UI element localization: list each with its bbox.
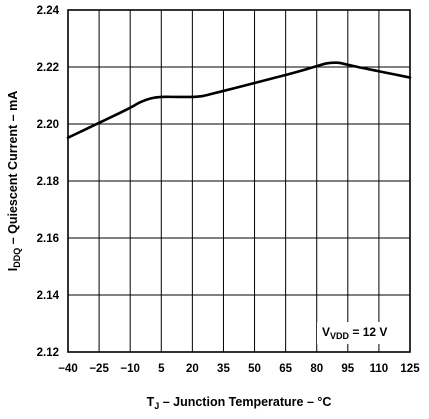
y-axis-label-suffix: – Quiescent Current – mA xyxy=(6,91,20,248)
horizontal-gridlines xyxy=(68,66,410,296)
plot-frame xyxy=(67,9,411,353)
vdd-annotation-prefix: V xyxy=(322,325,330,339)
x-axis-label-prefix: T xyxy=(147,395,155,409)
vdd-annotation-suffix: = 12 V xyxy=(349,325,387,339)
y-tick-label: 2.24 xyxy=(37,5,60,17)
x-tick-label: 20 xyxy=(186,363,199,375)
x-tick-label: 80 xyxy=(310,363,323,375)
series-layer xyxy=(66,61,412,139)
series-line xyxy=(66,61,412,139)
x-tick-label: 125 xyxy=(400,363,420,375)
x-tick-label: −10 xyxy=(120,363,140,375)
y-tick-label: 2.22 xyxy=(37,62,59,74)
y-tick-label: 2.14 xyxy=(37,290,60,302)
y-tick-label: 2.16 xyxy=(37,233,59,245)
y-axis-label-subscript: DDQ xyxy=(12,248,22,268)
x-axis-label-subscript: J xyxy=(154,401,159,411)
x-tick-label: 65 xyxy=(279,363,292,375)
vdd-annotation: VVDD = 12 V xyxy=(322,325,387,341)
x-tick-label: 50 xyxy=(248,363,261,375)
vdd-annotation-subscript: VDD xyxy=(330,331,350,341)
x-tick-label: 95 xyxy=(341,363,354,375)
vdd-annotation-box: VVDD = 12 V xyxy=(317,322,393,344)
y-axis-label-prefix: I xyxy=(6,268,20,271)
x-tick-labels: −40 −25 −10 5 20 35 50 65 80 95 110 125 xyxy=(58,363,420,375)
y-tick-label: 2.12 xyxy=(37,347,59,359)
y-axis-label: IDDQ – Quiescent Current – mA xyxy=(6,91,22,271)
y-tick-label: 2.20 xyxy=(37,119,59,131)
y-tick-label: 2.18 xyxy=(37,176,60,188)
y-tick-labels: 2.12 2.14 2.16 2.18 2.20 2.22 2.24 xyxy=(37,5,60,359)
x-axis-label: TJ – Junction Temperature – °C xyxy=(147,395,332,411)
x-tick-label: 5 xyxy=(158,363,165,375)
x-tick-label: 110 xyxy=(370,363,389,375)
x-tick-label: −40 xyxy=(58,363,78,375)
x-tick-label: 35 xyxy=(217,363,230,375)
x-axis-label-suffix: – Junction Temperature – °C xyxy=(159,395,331,409)
x-tick-label: −25 xyxy=(89,363,109,375)
